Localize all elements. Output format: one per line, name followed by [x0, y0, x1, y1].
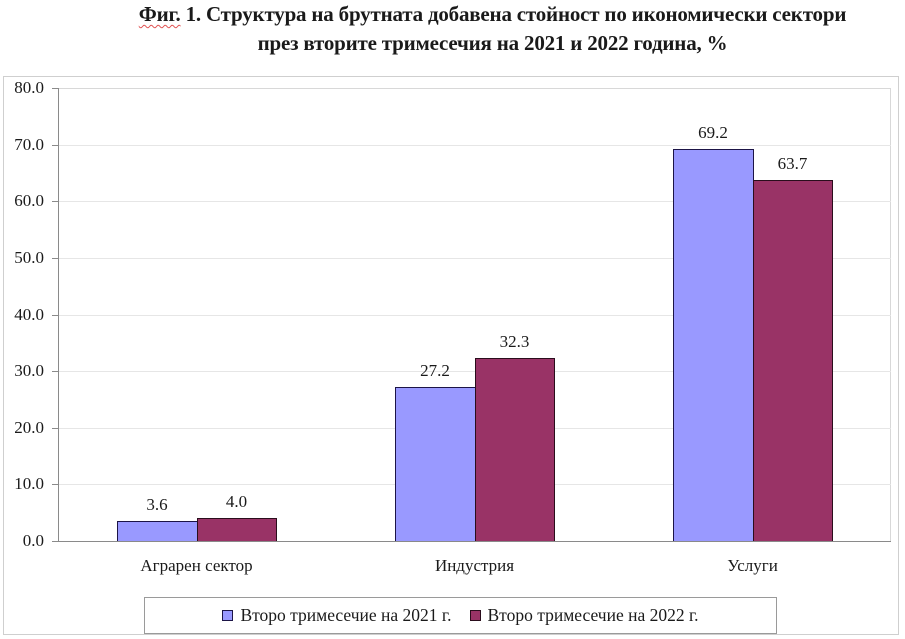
data-label: 32.3: [499, 332, 530, 352]
y-tick-label: 0.0: [22, 531, 44, 550]
legend-label-2022: Второ тримесечие на 2022 г.: [487, 605, 699, 625]
x-axis: [52, 541, 891, 542]
y-tick-label: 20.0: [14, 418, 44, 437]
legend-swatch-2022: [469, 610, 481, 621]
data-label: 69.2: [698, 123, 728, 143]
x-category-label: Услуги: [727, 556, 778, 575]
legend: Второ тримесечие на 2021 г. Второ тримес…: [144, 597, 777, 634]
y-tick: [52, 428, 58, 429]
title-line2: през вторите тримесечия на 2021 и 2022 г…: [257, 31, 728, 55]
y-tick: [52, 484, 58, 485]
title-line1: 1. Структура на брутната добавена стойно…: [180, 2, 847, 26]
title-prefix: Фиг.: [138, 2, 181, 26]
data-label: 63.7: [777, 154, 808, 174]
bar-2022: [196, 518, 277, 542]
data-label: 4.0: [225, 492, 248, 512]
bar-2022: [752, 180, 833, 542]
bar-2021: [395, 386, 476, 542]
plot-border: [58, 88, 891, 541]
legend-label-2021: Второ тримесечие на 2021 г.: [240, 605, 452, 625]
y-axis: [58, 88, 59, 542]
gridline: [59, 145, 891, 146]
y-tick: [52, 201, 58, 202]
gridline: [59, 315, 891, 316]
bar-2022: [474, 358, 555, 542]
y-tick: [52, 145, 58, 146]
chart-frame: [3, 76, 899, 635]
legend-swatch-2021: [222, 610, 234, 621]
y-tick-label: 60.0: [14, 191, 44, 210]
bar-2021: [117, 520, 198, 542]
bar-2021: [673, 149, 754, 542]
y-tick-label: 80.0: [14, 78, 44, 97]
y-tick-label: 40.0: [14, 305, 44, 324]
y-tick: [52, 315, 58, 316]
x-category-label: Индустрия: [434, 556, 515, 575]
y-tick-label: 70.0: [14, 135, 44, 154]
y-tick: [52, 371, 58, 372]
chart-title: Фиг. 1. Структура на брутната добавена с…: [80, 0, 905, 58]
gridline: [59, 258, 891, 259]
legend-item-2022: Второ тримесечие на 2022 г.: [469, 605, 699, 626]
data-label: 27.2: [420, 360, 450, 380]
x-category-label: Аграрен сектор: [140, 556, 253, 575]
y-tick: [52, 258, 58, 259]
y-tick: [52, 88, 58, 89]
gridline: [59, 201, 891, 202]
y-tick-label: 10.0: [14, 474, 44, 493]
y-tick-label: 50.0: [14, 248, 44, 267]
data-label: 3.6: [146, 494, 168, 514]
legend-item-2021: Второ тримесечие на 2021 г.: [222, 605, 452, 626]
y-tick-label: 30.0: [14, 361, 44, 380]
